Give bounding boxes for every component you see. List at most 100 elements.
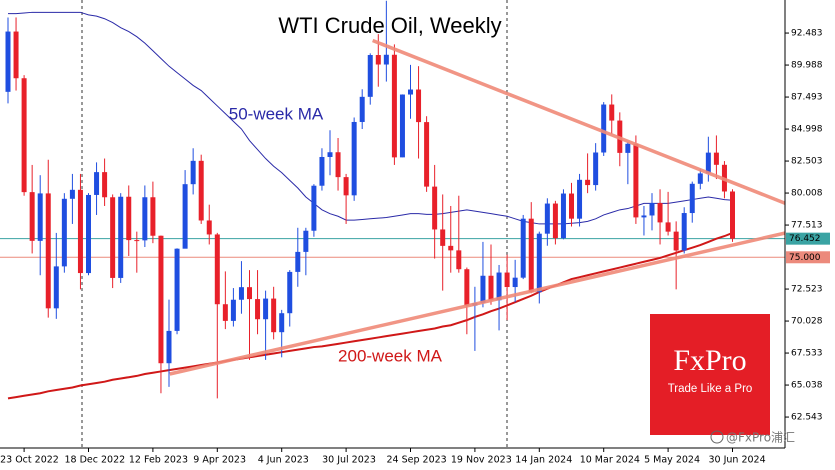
candle-body — [601, 104, 607, 153]
candle-body — [319, 156, 325, 186]
y-tick-label: 62.543 — [791, 413, 823, 423]
candle-body — [158, 235, 164, 364]
candle-body — [464, 269, 470, 306]
x-tick-label: 5 May 2024 — [644, 455, 700, 466]
chart-title: WTI Crude Oil, Weekly — [278, 13, 501, 38]
candle-body — [247, 287, 252, 300]
candle-body — [351, 121, 357, 196]
candle-body — [110, 197, 116, 278]
candle-body — [641, 215, 647, 218]
candle-body — [29, 192, 35, 241]
candle-body — [303, 230, 309, 252]
candle-body — [287, 271, 293, 314]
candle-body — [713, 152, 719, 165]
logo-name: FxPro — [673, 344, 746, 377]
candle-body — [61, 198, 67, 267]
candle-body — [536, 233, 542, 293]
y-tick-label: 82.503 — [791, 157, 823, 167]
candle-body — [448, 245, 454, 251]
candle-body — [424, 122, 430, 187]
x-tick-label: 14 Jan 2024 — [515, 455, 572, 466]
trendline — [169, 231, 785, 376]
logo-box — [650, 314, 770, 435]
annotation: 50-week MA — [229, 104, 324, 123]
candle-body — [343, 177, 349, 196]
candle-body — [150, 197, 156, 236]
ma-line — [7, 231, 733, 400]
candle-body — [311, 185, 317, 231]
candle-body — [86, 194, 91, 274]
candle-body — [399, 94, 405, 158]
candle-body — [440, 229, 446, 246]
candle-body — [263, 298, 269, 320]
candle-body — [649, 203, 655, 216]
candle-body — [5, 31, 11, 92]
candle-body — [190, 160, 196, 185]
candle-body — [77, 189, 83, 274]
candle-body — [480, 275, 486, 304]
candle-body — [520, 218, 526, 278]
candle-body — [327, 152, 333, 157]
candle-body — [633, 143, 639, 218]
candle-body — [21, 78, 27, 193]
candle-body — [593, 152, 599, 186]
candle-body — [45, 193, 51, 309]
candle-body — [391, 54, 397, 158]
y-tick-label: 89.988 — [791, 61, 823, 71]
candle-body — [69, 189, 75, 199]
y-tick-label: 67.533 — [791, 349, 823, 359]
watermark: @FxPro浦汇 — [726, 431, 795, 445]
candle-body — [504, 272, 510, 288]
candle-body — [37, 193, 43, 241]
price-label: 75.000 — [789, 253, 821, 263]
candle-body — [335, 152, 341, 178]
candle-body — [577, 179, 583, 219]
candle-body — [255, 299, 261, 320]
candle-body — [697, 173, 703, 184]
x-tick-label: 9 Apr 2023 — [193, 455, 246, 466]
candle-body — [681, 213, 687, 251]
candle-body — [279, 313, 285, 333]
candle-body — [665, 222, 671, 232]
candle-body — [271, 298, 277, 333]
candle-body — [383, 54, 389, 65]
candle-body — [142, 197, 148, 241]
candle-body — [238, 287, 244, 300]
annotation: 200-week MA — [338, 346, 443, 365]
candle-body — [214, 234, 220, 305]
candle-body — [544, 203, 550, 234]
candle-body — [13, 31, 19, 79]
x-tick-label: 24 Sep 2023 — [387, 455, 447, 466]
candle-body — [416, 89, 422, 123]
plot-area — [0, 0, 785, 400]
candle-body — [118, 196, 124, 278]
candle-body — [126, 196, 132, 241]
y-tick-label: 65.038 — [791, 381, 823, 391]
candle-body — [730, 191, 735, 239]
x-tick-label: 12 Feb 2023 — [129, 455, 188, 466]
candle-body — [657, 203, 663, 223]
y-tick-label: 84.998 — [791, 125, 823, 135]
x-tick-label: 19 Nov 2023 — [451, 455, 512, 466]
candle-body — [552, 203, 558, 239]
x-tick-label: 30 Jun 2024 — [709, 455, 766, 466]
candle-body — [432, 186, 438, 230]
y-tick-label: 92.483 — [791, 29, 823, 39]
candle-body — [53, 266, 59, 309]
candle-body — [359, 96, 365, 122]
candle-body — [528, 218, 534, 293]
candle-body — [585, 179, 591, 186]
candle-body — [512, 277, 518, 288]
y-tick-label: 80.008 — [791, 189, 823, 199]
candle-body — [206, 220, 212, 235]
candle-body — [456, 250, 462, 270]
candle-body — [625, 143, 631, 153]
price-label-box — [786, 232, 830, 245]
x-tick-label: 30 Jul 2023 — [322, 455, 376, 466]
candle-body — [174, 248, 180, 331]
x-tick-label: 10 Mar 2024 — [580, 455, 640, 466]
x-tick-label: 23 Oct 2022 — [0, 455, 59, 466]
candle-body — [496, 272, 502, 301]
